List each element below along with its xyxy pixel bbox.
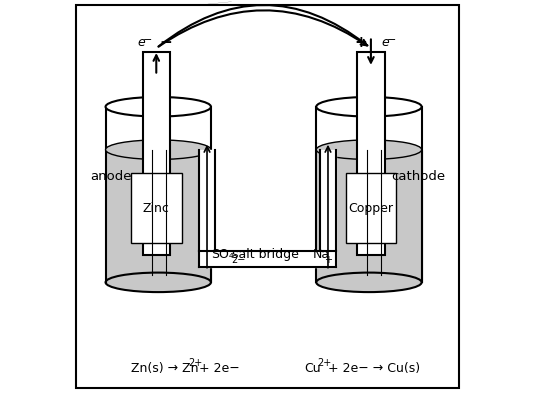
- Text: 2−: 2−: [231, 255, 246, 265]
- Polygon shape: [105, 150, 211, 282]
- Text: Copper: Copper: [348, 202, 393, 215]
- Text: cathode: cathode: [391, 171, 445, 184]
- Polygon shape: [316, 150, 422, 282]
- Bar: [346, 173, 396, 243]
- Text: Na: Na: [312, 248, 330, 261]
- Text: +: +: [355, 35, 368, 50]
- Polygon shape: [105, 107, 211, 150]
- Text: anode: anode: [90, 171, 132, 184]
- Text: Cu: Cu: [304, 362, 321, 375]
- Polygon shape: [199, 251, 336, 267]
- Text: SO₄: SO₄: [211, 248, 234, 261]
- Ellipse shape: [105, 140, 211, 160]
- Text: +: +: [324, 255, 332, 265]
- Ellipse shape: [316, 273, 422, 292]
- Ellipse shape: [105, 97, 211, 116]
- Bar: [131, 173, 182, 243]
- Bar: [143, 52, 170, 255]
- Bar: [357, 52, 385, 255]
- Ellipse shape: [105, 273, 211, 292]
- Text: e: e: [137, 36, 146, 49]
- Ellipse shape: [316, 97, 422, 116]
- Text: salt bridge: salt bridge: [232, 248, 299, 261]
- Text: e: e: [382, 36, 389, 49]
- Text: Zinc: Zinc: [143, 202, 170, 215]
- Text: −: −: [387, 35, 396, 45]
- FancyArrowPatch shape: [158, 5, 368, 46]
- Polygon shape: [316, 107, 422, 150]
- Ellipse shape: [316, 140, 422, 160]
- Text: Zn(s) → Zn: Zn(s) → Zn: [131, 362, 198, 375]
- Text: −: −: [143, 35, 152, 45]
- FancyArrowPatch shape: [198, 2, 232, 5]
- Text: 2+: 2+: [188, 358, 203, 368]
- Text: −: −: [159, 35, 172, 50]
- Text: + 2e−: + 2e−: [195, 362, 240, 375]
- Text: + 2e− → Cu(s): + 2e− → Cu(s): [324, 362, 420, 375]
- Text: 2+: 2+: [317, 358, 332, 368]
